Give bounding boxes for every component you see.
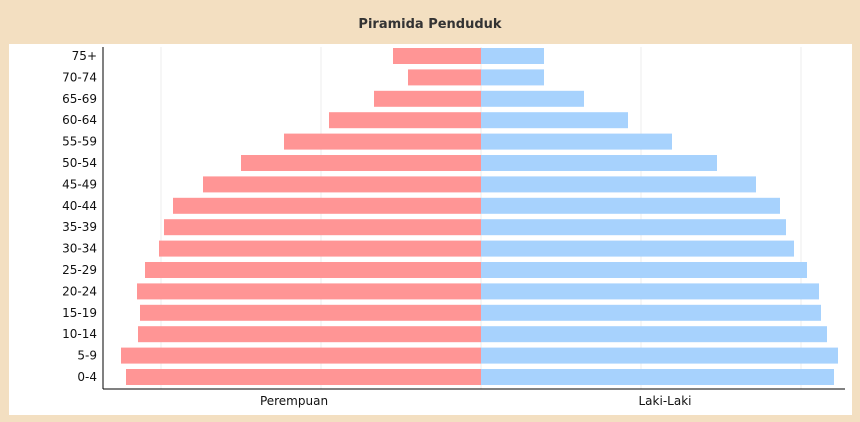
age-label-25-29: 25-29 — [62, 263, 97, 277]
bar-female-65-69 — [374, 90, 481, 107]
bar-male-60-64 — [481, 112, 628, 129]
age-label-35-39: 35-39 — [62, 220, 97, 234]
age-label-65-69: 65-69 — [62, 92, 97, 106]
bar-female-30-34 — [159, 240, 481, 257]
bar-female-15-19 — [140, 304, 481, 321]
bar-female-75+ — [393, 48, 481, 64]
bar-female-10-14 — [138, 326, 481, 343]
bar-male-10-14 — [481, 326, 827, 343]
age-label-15-19: 15-19 — [62, 306, 97, 320]
bar-male-15-19 — [481, 304, 821, 321]
bar-male-30-34 — [481, 240, 794, 257]
label-perempuan: Perempuan — [260, 394, 328, 408]
bar-male-50-54 — [481, 155, 717, 171]
bar-male-75+ — [481, 48, 544, 64]
bar-male-5-9 — [481, 347, 838, 364]
bar-female-5-9 — [121, 347, 481, 364]
age-label-60-64: 60-64 — [62, 113, 97, 127]
bar-female-50-54 — [241, 155, 481, 171]
series-labels: Perempuan Laki-Laki — [260, 394, 692, 408]
bar-male-35-39 — [481, 219, 786, 236]
bar-female-20-24 — [137, 283, 481, 300]
bar-female-0-4 — [126, 369, 481, 385]
bar-male-40-44 — [481, 197, 780, 214]
bar-male-70-74 — [481, 69, 544, 86]
age-label-20-24: 20-24 — [62, 284, 97, 298]
age-label-40-44: 40-44 — [62, 199, 97, 213]
bar-female-70-74 — [408, 69, 481, 86]
bar-male-25-29 — [481, 262, 807, 278]
chart-title: Piramida Penduduk — [358, 17, 502, 32]
bars-group — [121, 48, 838, 385]
bar-male-65-69 — [481, 90, 584, 107]
bar-male-20-24 — [481, 283, 819, 300]
age-label-70-74: 70-74 — [62, 70, 97, 84]
age-label-50-54: 50-54 — [62, 156, 97, 170]
bar-female-35-39 — [164, 219, 481, 236]
bar-male-55-59 — [481, 133, 672, 150]
bar-female-45-49 — [203, 176, 481, 193]
age-label-75+: 75+ — [72, 49, 97, 63]
age-label-5-9: 5-9 — [77, 349, 97, 363]
bar-male-45-49 — [481, 176, 756, 193]
bar-female-60-64 — [329, 112, 481, 129]
label-laki-laki: Laki-Laki — [639, 394, 692, 408]
age-label-30-34: 30-34 — [62, 242, 97, 256]
bar-female-40-44 — [173, 197, 481, 214]
bar-female-25-29 — [145, 262, 481, 278]
age-label-45-49: 45-49 — [62, 177, 97, 191]
age-label-0-4: 0-4 — [77, 370, 97, 384]
age-label-10-14: 10-14 — [62, 327, 97, 341]
age-label-55-59: 55-59 — [62, 135, 97, 149]
age-group-labels: 75+ 70-74 65-69 60-64 55-59 50-54 45-49 40-44 35… — [62, 49, 97, 384]
bar-female-55-59 — [284, 133, 481, 150]
bar-male-0-4 — [481, 369, 834, 385]
